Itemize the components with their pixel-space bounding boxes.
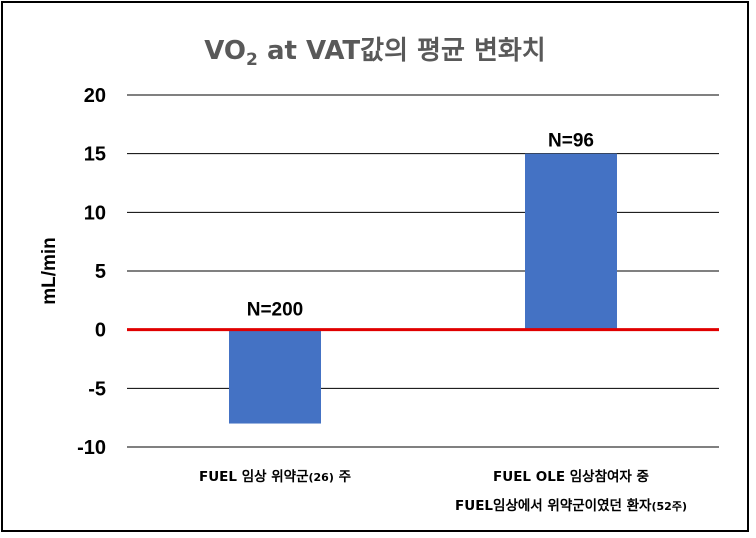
x-category-label-0-line-0: FUEL 임상 위약군(26) 주 xyxy=(199,468,351,485)
y-tick-label--5: -5 xyxy=(88,378,106,400)
chart-frame: VO2 at VAT값의 평균 변화치 20 15 10 5 0 -5 -10 mL/min N=… xyxy=(1,1,749,532)
y-tick-label-20: 20 xyxy=(84,85,106,107)
x-category-label-0-line-0-seg-0: FUEL 임상 위약군 xyxy=(199,468,309,485)
data-label-0: N=200 xyxy=(247,300,304,321)
y-tick-label-10: 10 xyxy=(84,202,106,224)
y-axis-label: mL/min xyxy=(39,237,60,305)
x-category-label-1-line-1-seg-1: (52주) xyxy=(651,500,686,513)
data-label-1: N=96 xyxy=(548,131,594,152)
y-tick-label--10: -10 xyxy=(77,437,106,459)
x-category-label-1-line-0-seg-0: FUEL OLE 임상참여자 중 xyxy=(493,468,649,485)
y-tick-label-5: 5 xyxy=(95,261,106,283)
chart-title-main: VO xyxy=(204,36,246,66)
y-tick-label-15: 15 xyxy=(84,144,106,166)
x-category-label-0-line-0-seg-1: (26) xyxy=(309,471,334,484)
bar-0 xyxy=(229,329,321,424)
chart-title-rest: at VAT값의 평균 변화치 xyxy=(258,36,546,66)
x-category-label-1-line-1-seg-0: FUEL임상에서 위약군이였던 환자 xyxy=(455,497,652,514)
x-category-label-1-line-0: FUEL OLE 임상참여자 중 xyxy=(493,468,649,485)
chart-svg: VO2 at VAT값의 평균 변화치 20 15 10 5 0 -5 -10 mL/min N=… xyxy=(39,36,719,514)
chart-title: VO2 at VAT값의 평균 변화치 xyxy=(204,36,545,70)
y-tick-label-0: 0 xyxy=(95,320,106,342)
x-category-label-0-line-0-seg-2: 주 xyxy=(334,469,351,485)
x-category-label-1-line-1: FUEL임상에서 위약군이였던 환자(52주) xyxy=(455,497,687,514)
bar-1 xyxy=(525,153,617,330)
chart-title-subscript: 2 xyxy=(246,50,258,70)
